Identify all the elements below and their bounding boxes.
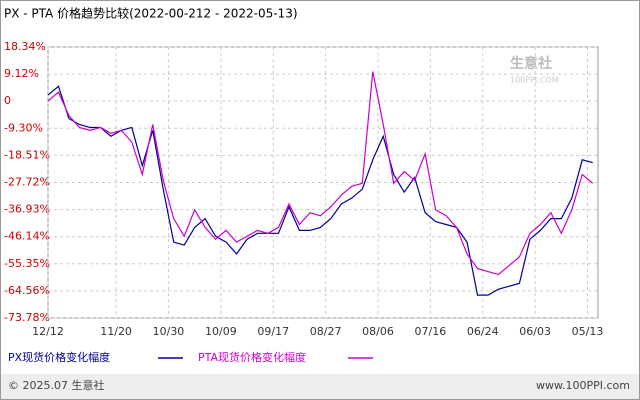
y-tick-label: -27.72% xyxy=(4,176,50,189)
watermark-sub: 100PPI.COM xyxy=(510,76,559,85)
footer-right: www.100PPI.com xyxy=(536,379,630,392)
x-tick-label: 08/06 xyxy=(362,325,394,338)
footer-left: © 2025.07 生意社 xyxy=(8,378,104,392)
x-tick-label: 09/17 xyxy=(257,325,289,338)
legend-label: PTA现货价格变化幅度 xyxy=(198,350,306,364)
chart-title: PX - PTA 价格趋势比较(2022-00-212 - 2022-05-13… xyxy=(4,6,298,21)
y-tick-label: -9.30% xyxy=(4,121,43,134)
x-tick-label: 10/09 xyxy=(205,325,237,338)
x-tick-label: 08/27 xyxy=(310,325,342,338)
series-line xyxy=(47,71,594,276)
y-tick-label: -64.56% xyxy=(4,284,50,297)
y-tick-label: 9.12% xyxy=(4,67,39,80)
y-tick-label: -55.35% xyxy=(4,257,50,270)
x-tick-label: 07/16 xyxy=(415,325,447,338)
y-tick-label: -73.78% xyxy=(4,311,50,324)
x-tick-label: 06/03 xyxy=(519,325,551,338)
y-tick-label: -18.51% xyxy=(4,148,50,161)
footer-bar xyxy=(1,374,639,399)
x-tick-label: 06/24 xyxy=(467,325,499,338)
series-line xyxy=(47,85,593,296)
x-tick-label: 12/12 xyxy=(32,325,64,338)
plot-area xyxy=(47,46,599,319)
y-tick-label: -36.93% xyxy=(4,203,50,216)
x-tick-label: 05/13 xyxy=(572,325,604,338)
y-tick-label: 0 xyxy=(4,94,11,107)
y-tick-label: 18.34% xyxy=(4,40,46,53)
watermark: 生意社 xyxy=(510,55,552,72)
x-tick-label: 10/30 xyxy=(153,325,185,338)
y-tick-label: -46.14% xyxy=(4,230,50,243)
legend-label: PX现货价格变化幅度 xyxy=(8,350,110,364)
x-tick-label: 11/20 xyxy=(100,325,132,338)
